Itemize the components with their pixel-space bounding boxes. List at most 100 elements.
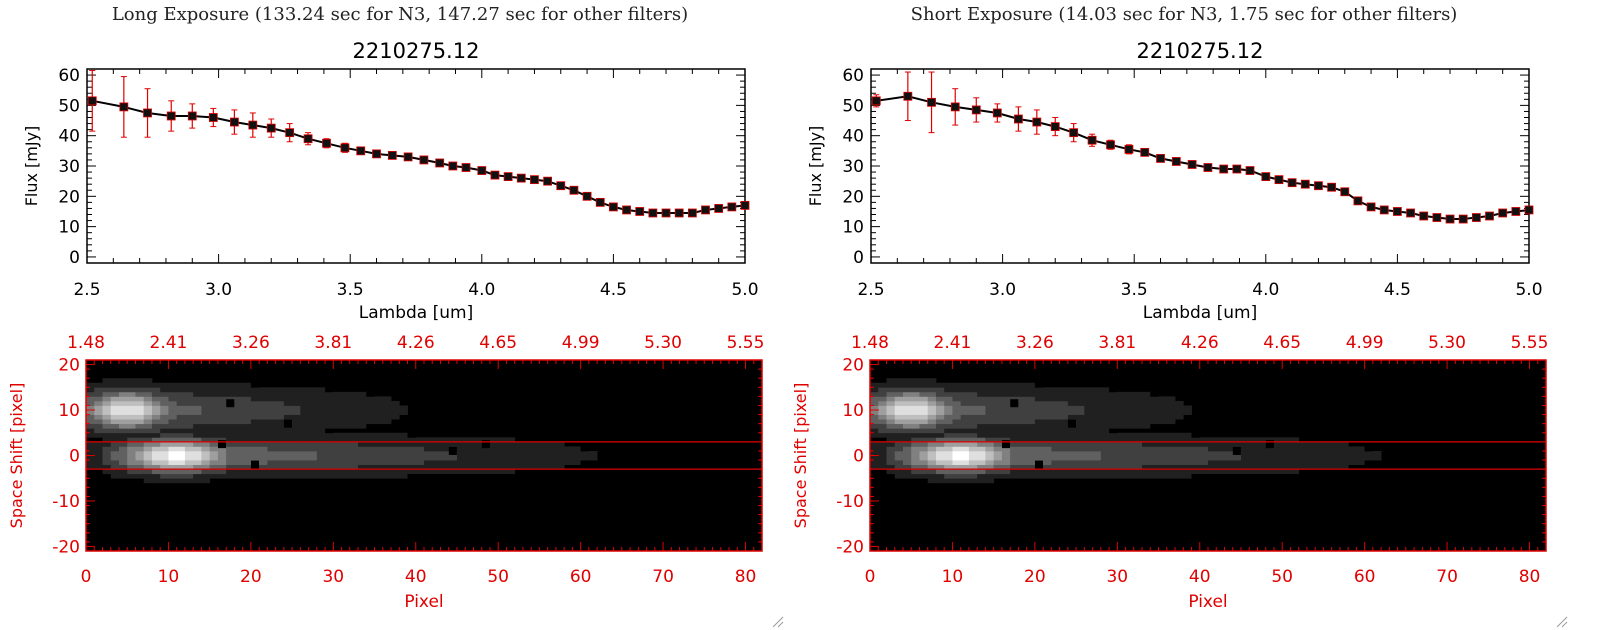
image-pixel [193, 437, 202, 443]
image-pixel [927, 405, 937, 411]
image-pixel [919, 469, 929, 475]
image-pixel [201, 464, 211, 470]
image-pixel [894, 405, 904, 411]
image-pixel [300, 419, 309, 425]
image-pixel [1166, 405, 1176, 411]
image-pixel [1067, 469, 1077, 475]
image-pixel [1051, 410, 1061, 415]
image-pixel [1133, 464, 1143, 470]
image-pixel [1018, 446, 1028, 452]
image-pixel [325, 423, 334, 429]
image-pixel [1125, 410, 1135, 415]
image-pixel [325, 414, 334, 420]
image-pixel [1142, 455, 1151, 461]
image-pixel [902, 437, 912, 443]
image-pixel [944, 400, 953, 406]
data-point [1485, 211, 1494, 221]
y-tick-label: 10 [842, 218, 864, 238]
data-point [266, 123, 276, 133]
image-pixel [127, 414, 136, 420]
image-pixel [127, 387, 136, 393]
data-point [595, 197, 605, 207]
image-pixel [1084, 464, 1093, 470]
image-pixel [217, 464, 227, 470]
image-pixel [465, 469, 474, 475]
image-pixel [176, 478, 186, 484]
image-pixel [1092, 428, 1102, 434]
data-point [1445, 214, 1455, 224]
image-pixel [886, 432, 896, 438]
image-pixel [1059, 437, 1069, 443]
image-pixel [143, 396, 153, 402]
image-pixel [135, 450, 145, 456]
x-tick-label: 50 [487, 567, 509, 587]
image-pixel [110, 446, 120, 452]
image-pixel [572, 455, 582, 461]
image-pixel [135, 405, 145, 411]
image-pixel [927, 432, 937, 438]
data-point [1124, 144, 1134, 154]
image-pixel [440, 446, 450, 452]
image-pixel [358, 437, 367, 443]
image-pixel [977, 391, 986, 397]
image-pixel [1084, 446, 1093, 452]
image-pixel [960, 414, 970, 420]
image-pixel [349, 396, 359, 402]
image-pixel [886, 428, 896, 434]
image-pixel [102, 450, 112, 456]
image-pixel [415, 460, 425, 465]
image-pixel [341, 450, 351, 456]
image-pixel [1339, 460, 1349, 465]
image-pixel [555, 450, 565, 456]
resize-grip-icon[interactable] [1554, 614, 1568, 628]
image-pixel [184, 400, 194, 406]
image-pixel [349, 419, 359, 425]
image-pixel [944, 478, 953, 484]
image-pixel [151, 414, 161, 420]
image-pixel [151, 441, 161, 447]
image-pixel [481, 446, 491, 452]
image-pixel [110, 391, 120, 397]
data-point [1524, 205, 1534, 215]
image-pixel [1076, 441, 1085, 447]
image-pixel [135, 423, 145, 429]
resize-grip-icon[interactable] [770, 614, 784, 628]
image-pixel [1133, 396, 1143, 402]
y-tick-label: 40 [842, 127, 864, 147]
image-pixel [977, 478, 986, 484]
image-pixel [902, 469, 912, 475]
image-pixel [1010, 437, 1019, 443]
image-pixel [176, 410, 186, 415]
image-pixel [1216, 441, 1225, 447]
image-pixel [217, 437, 227, 443]
image-pixel [919, 455, 929, 461]
image-pixel [1092, 446, 1102, 452]
spectrum-title: 2210275.12 [1137, 39, 1264, 63]
image-pixel [1125, 419, 1135, 425]
image-pixel [1109, 450, 1118, 456]
data-point [322, 138, 331, 148]
image-pixel [349, 423, 359, 429]
image-pixel [968, 446, 978, 452]
image-pixel [1191, 460, 1201, 465]
image-pixel [333, 473, 342, 479]
image-pixel [1010, 414, 1019, 420]
image-pixel [1183, 441, 1192, 447]
image-pixel [522, 464, 532, 470]
image-pixel [960, 387, 970, 393]
image-pixel [366, 446, 375, 452]
image-pixel [886, 391, 896, 397]
image-pixel [382, 437, 392, 443]
image-pixel [465, 446, 474, 452]
image-pixel [1059, 405, 1069, 411]
bad-pixel [1010, 399, 1019, 408]
image-pixel [94, 391, 103, 397]
image-pixel [1043, 391, 1052, 397]
image-pixel [870, 464, 879, 470]
image-pixel [300, 400, 309, 406]
image-pixel [1183, 460, 1192, 465]
image-pixel [886, 405, 896, 411]
image-pixel [217, 469, 227, 475]
image-pixel [993, 405, 1003, 411]
image-pixel [267, 423, 277, 429]
